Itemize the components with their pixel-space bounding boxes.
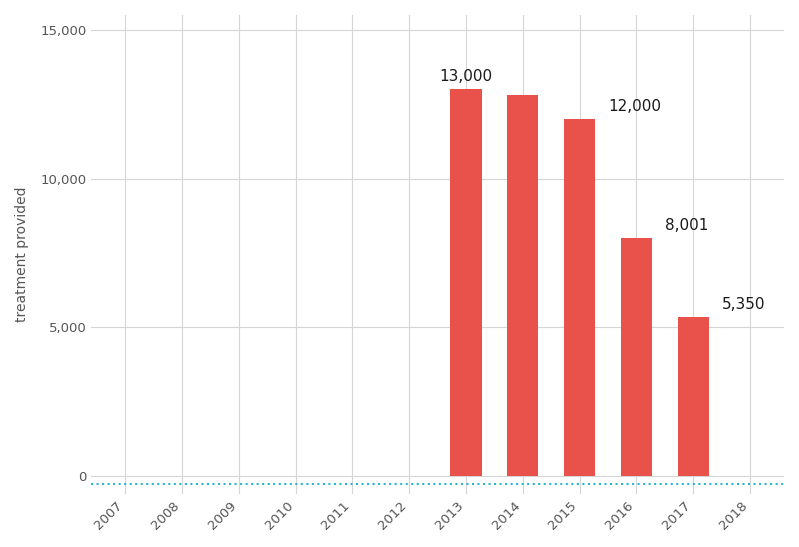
Bar (507, 95, 539, 476)
Y-axis label: treatment provided: treatment provided (15, 187, 29, 322)
Text: 13,000: 13,000 (439, 69, 492, 84)
Text: 5,350: 5,350 (721, 296, 765, 312)
Text: 12,000: 12,000 (608, 99, 661, 114)
Bar (621, 238, 652, 476)
Bar (451, 89, 482, 476)
Bar (564, 119, 595, 476)
Bar (678, 317, 709, 476)
Text: 8,001: 8,001 (665, 218, 708, 233)
